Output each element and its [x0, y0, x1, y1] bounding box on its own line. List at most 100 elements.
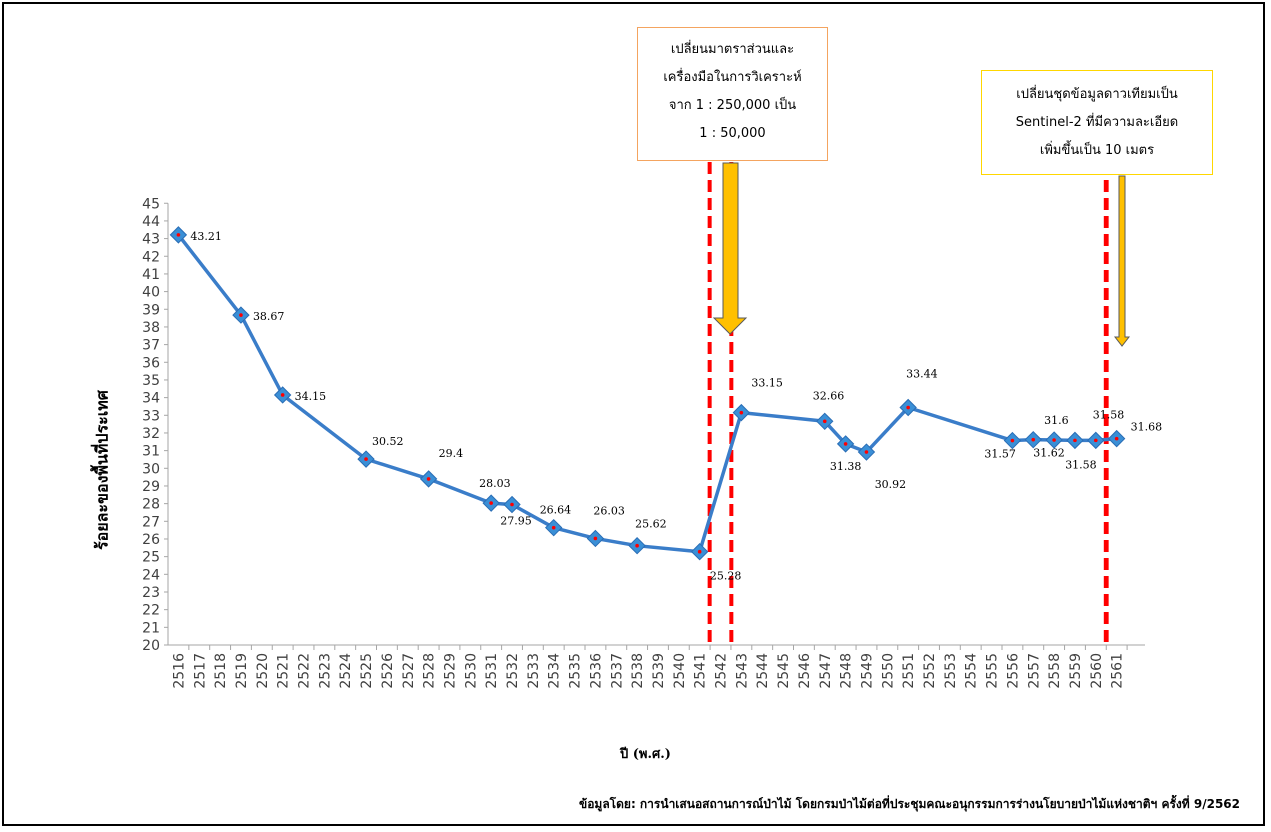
y-tick-label: 43: [142, 232, 160, 248]
data-label: 31.62: [1033, 447, 1065, 460]
arrow-down-icon: [712, 162, 748, 335]
y-tick-label: 28: [142, 497, 160, 513]
x-tick-label: 2521: [276, 653, 292, 689]
y-tick-label: 32: [142, 426, 160, 442]
x-tick-label: 2551: [901, 653, 917, 689]
annotation-line: จาก 1 : 250,000 เป็น: [668, 98, 797, 113]
data-point-center: [822, 419, 827, 424]
x-tick-label: 2518: [213, 653, 229, 689]
x-tick-label: 2517: [192, 653, 208, 689]
x-tick-label: 2526: [380, 653, 396, 689]
y-tick-label: 31: [142, 444, 160, 460]
data-label: 26.64: [540, 504, 572, 517]
y-tick-label: 36: [142, 355, 160, 371]
data-label: 31.6: [1044, 414, 1069, 427]
x-tick-label: 2550: [880, 653, 896, 689]
data-label: 31.38: [830, 460, 862, 473]
data-label: 33.15: [751, 377, 783, 390]
y-tick-label: 44: [142, 214, 160, 230]
y-tick-label: 41: [142, 267, 160, 283]
x-tick-label: 2520: [255, 653, 271, 689]
y-tick-label: 34: [142, 391, 160, 407]
data-point-center: [697, 549, 702, 554]
data-point-center: [280, 393, 285, 397]
data-point-center: [176, 233, 181, 237]
annotation-arrows: [712, 162, 1131, 347]
data-label: 26.03: [593, 504, 625, 517]
x-tick-label: 2522: [297, 653, 313, 689]
x-tick-label: 2544: [755, 653, 771, 689]
data-label: 31.57: [984, 448, 1016, 461]
x-tick-label: 2548: [839, 653, 855, 689]
x-tick-label: 2545: [776, 653, 792, 689]
data-point-center: [1031, 437, 1036, 442]
x-tick-label: 2528: [422, 653, 438, 689]
y-tick-label: 21: [142, 620, 160, 636]
x-tick-label: 2529: [442, 653, 458, 689]
x-tick-label: 2535: [568, 653, 584, 689]
y-tick-label: 39: [142, 302, 160, 318]
data-point-center: [1114, 436, 1119, 441]
x-tick-label: 2560: [1089, 653, 1105, 689]
y-tick-label: 29: [142, 479, 160, 495]
data-label: 31.58: [1065, 458, 1097, 471]
data-label: 32.66: [813, 389, 845, 402]
x-axis-label: ปี (พ.ศ.): [620, 747, 671, 762]
data-label: 27.95: [500, 515, 532, 528]
data-label: 31.68: [1131, 421, 1163, 434]
x-tick-label: 2533: [526, 653, 542, 689]
y-tick-label: 33: [142, 408, 160, 424]
x-tick-label: 2537: [609, 653, 625, 689]
data-point-center: [1010, 438, 1015, 443]
y-tick-label: 42: [142, 249, 160, 265]
x-tick-label: 2536: [588, 653, 604, 689]
y-tick-label: 37: [142, 338, 160, 354]
data-point-center: [864, 450, 869, 454]
x-tick-label: 2516: [171, 653, 187, 689]
y-tick-label: 45: [142, 196, 160, 212]
x-tick-label: 2540: [672, 653, 688, 689]
y-tick-label: 35: [142, 373, 160, 389]
x-tick-label: 2519: [234, 653, 250, 689]
data-label: 29.4: [439, 447, 464, 460]
x-tick-label: 2532: [505, 653, 521, 689]
x-tick-label: 2561: [1110, 653, 1126, 689]
x-tick-label: 2555: [985, 653, 1001, 689]
data-label: 38.67: [253, 310, 285, 323]
x-tick-label: 2549: [859, 653, 875, 689]
annotation-line: Sentinel-2 ที่มีความละเอียด: [1015, 115, 1179, 130]
data-label: 25.28: [710, 570, 742, 583]
data-point-center: [239, 313, 243, 317]
data-point-center: [1094, 438, 1098, 443]
data-label: 31.58: [1093, 408, 1125, 421]
annotation-line: 1 : 50,000: [699, 126, 766, 141]
x-tick-label: 2534: [547, 653, 563, 689]
annotation-line: เปลี่ยนชุดข้อมูลดาวเทียมเป็น: [1016, 87, 1178, 102]
x-tick-label: 2547: [818, 653, 834, 689]
annotation-line: เพิ่มขึ้นเป็น 10 เมตร: [1039, 143, 1155, 158]
y-tick-label: 20: [142, 638, 160, 654]
y-tick-label: 30: [142, 461, 160, 477]
arrow-down-icon: [1113, 175, 1131, 347]
data-point-center: [906, 405, 910, 410]
y-tick-label: 22: [142, 603, 160, 619]
x-tick-label: 2559: [1068, 653, 1084, 689]
data-series: [169, 226, 1126, 561]
source-note: ข้อมูลโดย: การนำเสนอสถานการณ์ป่าไม้ โดยก…: [579, 797, 1240, 811]
x-tick-label: 2527: [401, 653, 417, 689]
y-tick-label: 24: [142, 567, 160, 583]
data-point-center: [364, 457, 368, 461]
data-labels: 43.21 38.67 34.15 30.52 29.4 28.03 27.95 26.64 2…: [190, 230, 1162, 583]
x-tick-label: 2539: [651, 653, 667, 689]
data-point-center: [739, 410, 744, 415]
x-tick-label: 2553: [943, 653, 959, 689]
annotation-line: เครื่องมือในการวิเคราะห์: [663, 70, 802, 85]
x-tick-label: 2546: [797, 653, 813, 689]
annotation-scale-change: เปลี่ยนมาตราส่วนและ เครื่องมือในการวิเคร…: [637, 27, 828, 161]
annotation-line: เปลี่ยนมาตราส่วนและ: [670, 42, 795, 57]
data-point-center: [1073, 438, 1077, 443]
y-tick-label: 25: [142, 550, 160, 566]
data-label: 43.21: [190, 230, 222, 243]
data-point-center: [843, 442, 848, 446]
y-tick-label: 23: [142, 585, 160, 601]
